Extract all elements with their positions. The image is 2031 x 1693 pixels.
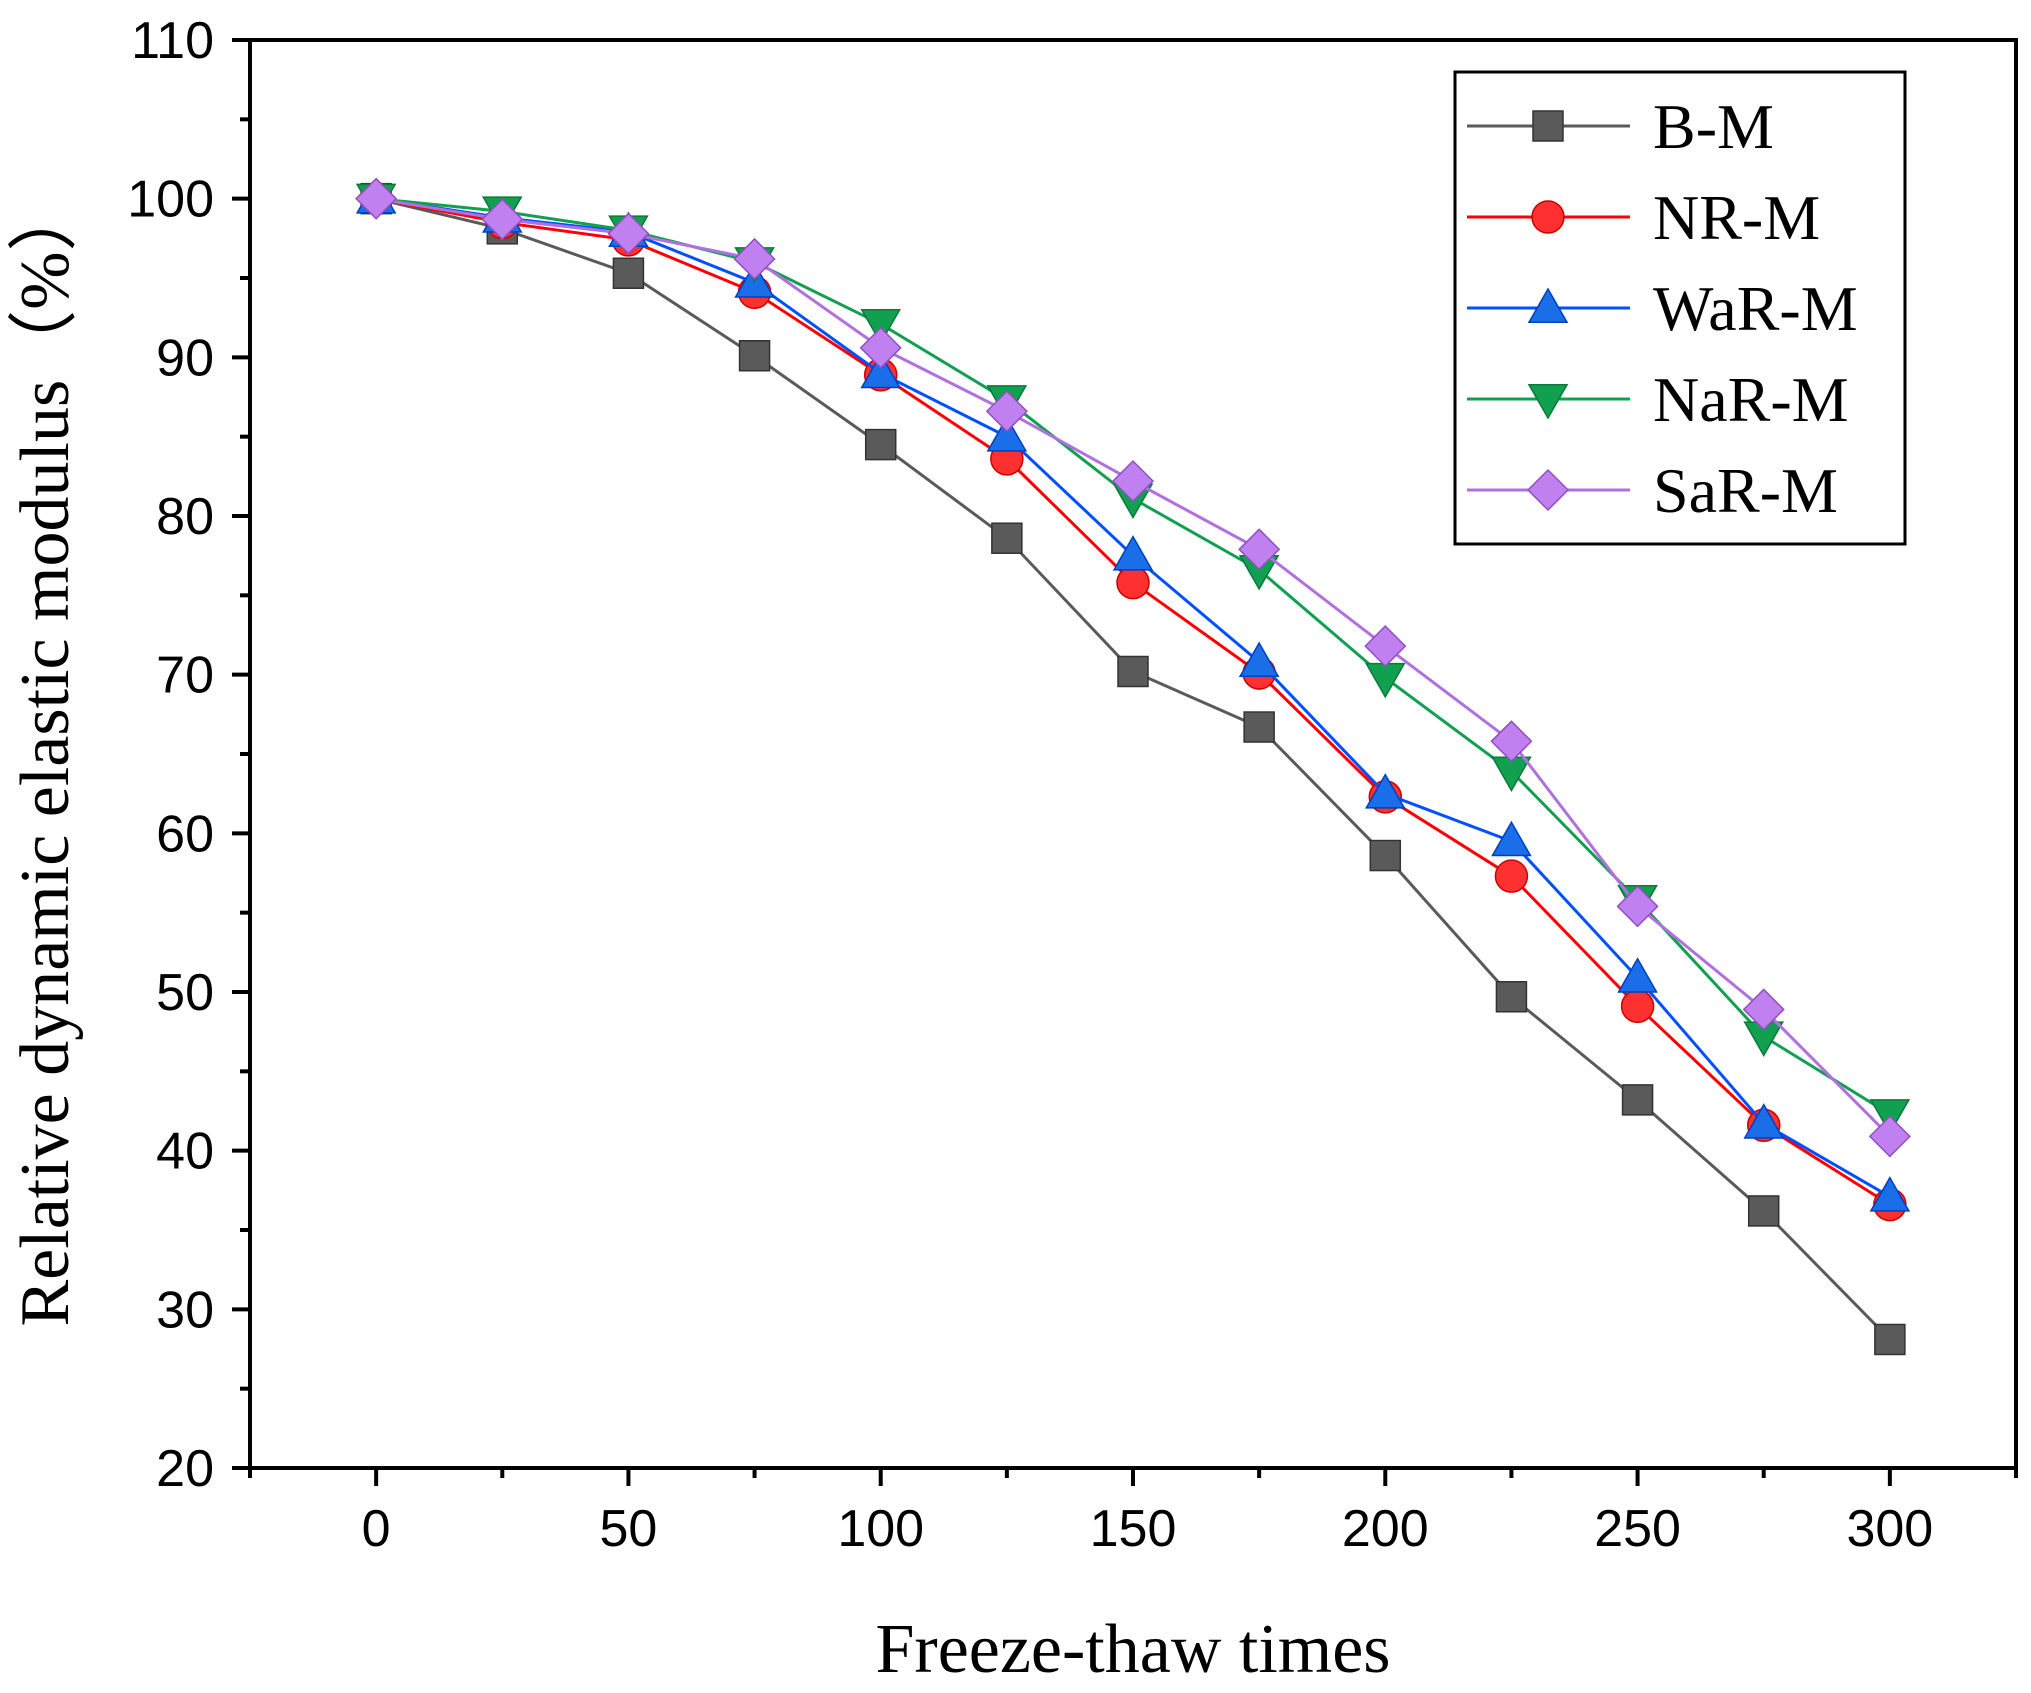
data-point-b-m [1243,711,1275,743]
ticks: 20 30 40 50 60 70 80 90 100 110 0 50 100 150 200 250 300 [127,12,2018,1558]
data-point-sar-m [1868,1115,1911,1158]
legend-item-b-m: B-M [1467,91,1774,162]
data-point-sar-m [1364,625,1407,668]
data-point-b-m [1369,839,1402,872]
data-point-war-m [1491,820,1532,857]
data-point-sar-m [1111,460,1155,503]
legend-item-sar-m: SaR-M [1467,455,1838,526]
series-b-m [360,182,1906,1356]
data-point-b-m [991,522,1023,554]
x-tick-label: 50 [600,1500,658,1558]
legend-marker [1527,384,1569,420]
legend-marker [1531,200,1565,234]
y-tick-label: 30 [156,1281,214,1339]
y-tick-label: 40 [156,1123,214,1181]
legend-item-nr-m: NR-M [1467,182,1820,253]
y-tick-label: 80 [156,488,214,546]
data-point-war-m [1112,535,1154,571]
data-point-war-m [1743,1103,1785,1139]
data-point-b-m [1747,1195,1780,1227]
data-point-nr-m [1494,859,1529,893]
data-point-sar-m [985,390,1028,433]
x-axis-title: Freeze-thaw times [875,1611,1390,1688]
data-point-nar-m [1364,662,1406,699]
legend-label: WaR-M [1653,273,1858,344]
data-point-sar-m [607,212,650,255]
x-tick-label: 150 [1090,1500,1177,1558]
legend-item-war-m: WaR-M [1467,273,1858,344]
data-point-sar-m [859,326,902,369]
x-tick-label: 200 [1342,1500,1429,1558]
data-point-b-m [1874,1323,1906,1356]
y-tick-label: 90 [156,329,214,387]
x-tick-label: 0 [362,1500,391,1558]
data-point-war-m [1364,773,1406,809]
data-point-war-m [986,416,1028,452]
y-tick-label: 20 [156,1440,214,1498]
data-point-b-m [864,428,897,461]
data-point-sar-m [481,198,524,241]
legend-label: SaR-M [1653,455,1838,526]
data-point-nr-m [1620,989,1655,1024]
y-tick-label: 50 [156,964,214,1022]
data-point-sar-m [355,177,398,220]
data-point-sar-m [1742,988,1785,1031]
legend-marker [1532,110,1564,142]
data-point-b-m [1117,655,1149,688]
data-point-sar-m [1490,720,1533,763]
legend-label: B-M [1653,91,1774,162]
data-point-nar-m [860,309,902,345]
data-point-sar-m [1238,528,1281,571]
y-tick-label: 60 [156,805,214,863]
data-point-war-m [1238,641,1280,677]
data-point-b-m [612,257,645,289]
legend-marker [1527,287,1569,323]
y-tick-label: 100 [127,171,214,229]
x-tick-label: 300 [1846,1500,1933,1558]
legend-marker [1526,468,1570,512]
legend-label: NaR-M [1653,364,1849,435]
data-point-b-m [1495,981,1528,1013]
data-point-b-m [1621,1084,1654,1116]
data-point-nr-m [1116,565,1150,600]
data-point-war-m [860,352,902,389]
legend-item-nar-m: NaR-M [1467,364,1849,435]
y-tick-label: 110 [131,12,214,70]
series-sar-m [355,177,1911,1158]
legend: B-M NR-M WaR-M NaR-M SaR-M [1453,70,1907,546]
y-tick-label: 70 [156,647,214,705]
y-axis-title: Relative dynamic elastic modulus（%） [7,181,84,1326]
data-point-sar-m [1616,885,1659,928]
data-point-b-m [738,339,771,372]
data-point-war-m [1869,1176,1911,1212]
x-tick-label: 250 [1594,1500,1681,1558]
series-group [355,177,1911,1356]
legend-label: NR-M [1653,182,1820,253]
data-point-sar-m [733,237,776,281]
data-point-war-m [1617,957,1658,993]
x-tick-label: 100 [837,1500,924,1558]
